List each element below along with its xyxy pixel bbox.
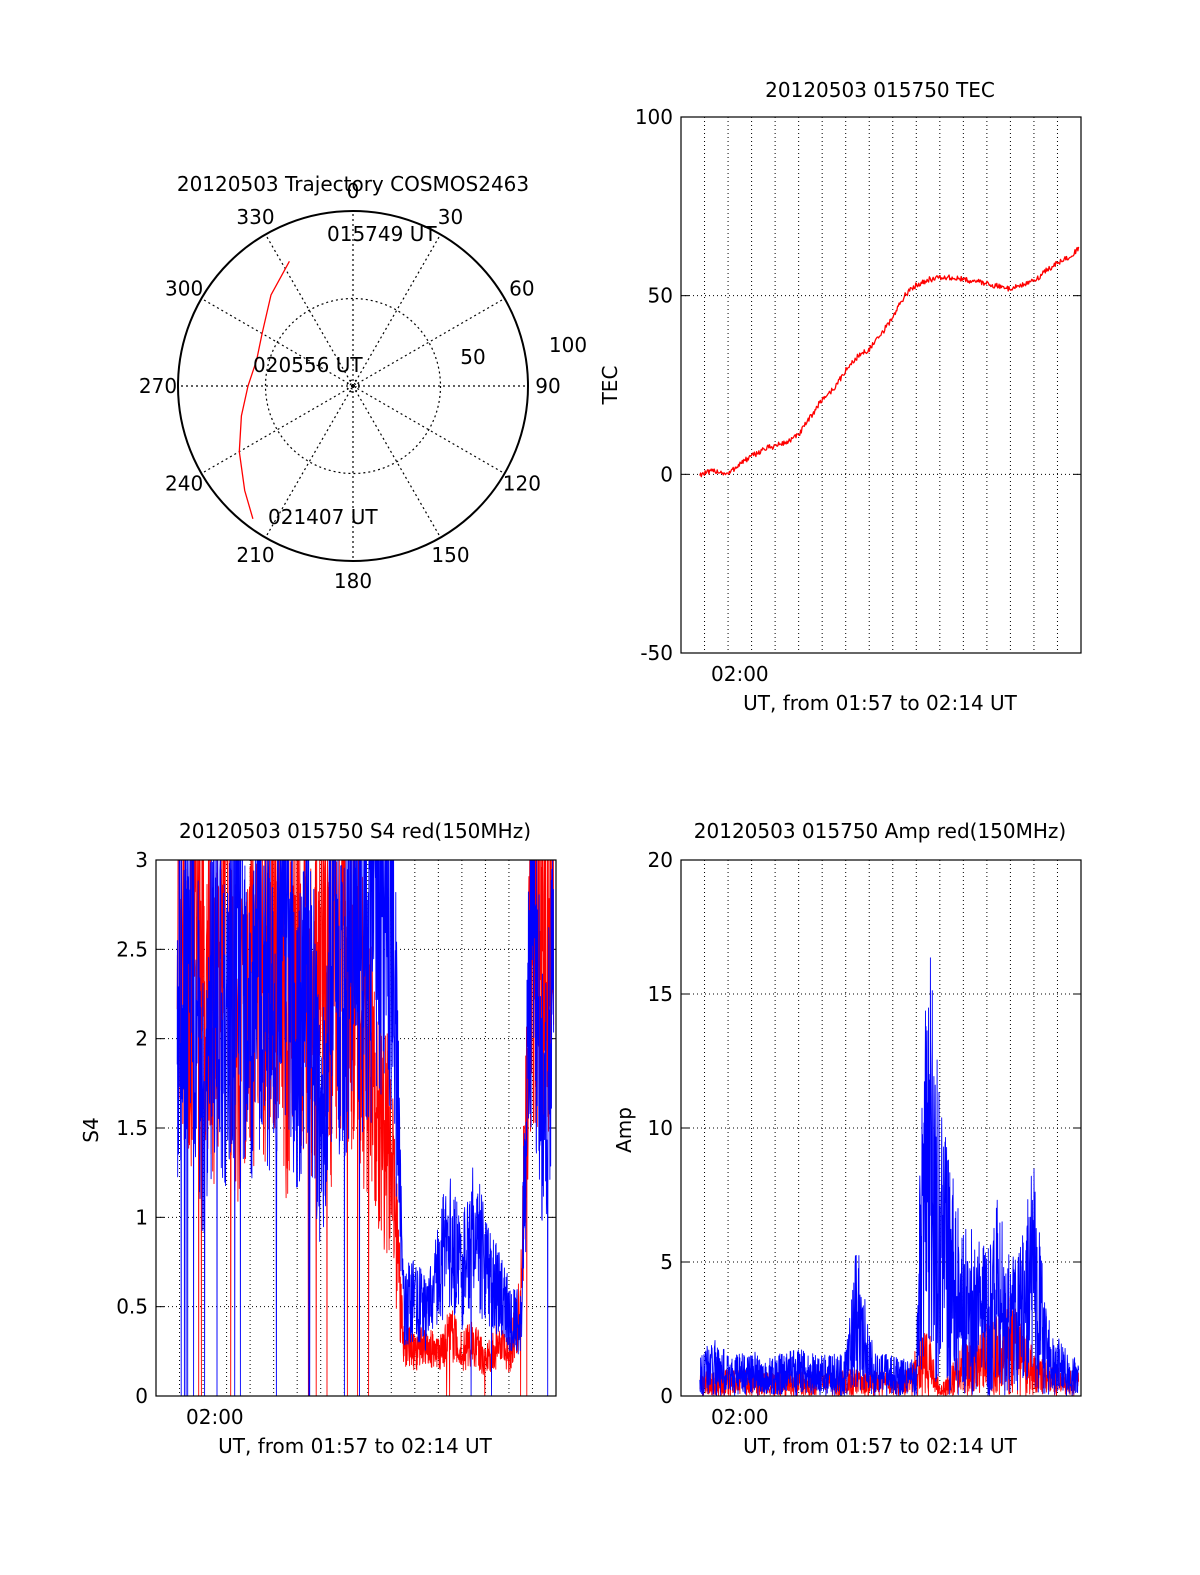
polar-azimuth-ticks: 0 30 60 90 120 150 180 210 240 270 300 330 [139,179,561,593]
amp-xlabel: UT, from 01:57 to 02:14 UT [743,1434,1018,1458]
azimuth-tick-label: 60 [509,277,534,301]
ytick-label: 20 [648,848,673,872]
series-group [699,957,1080,1397]
tec-xlabel: UT, from 01:57 to 02:14 UT [743,691,1018,715]
series-line [699,957,1080,1397]
amp-title: 20120503 015750 Amp red(150MHz) [694,819,1066,843]
ytick-label: 0.5 [116,1295,148,1319]
plot-frame [155,859,557,1397]
ytick-label: 50 [648,284,673,308]
polar-grid [177,210,529,562]
ytick-label: 5 [660,1250,673,1274]
azimuth-tick-label: 180 [334,569,372,593]
polar-spoke [352,297,505,387]
trajectory-end-label: 021407 UT [268,505,378,529]
polar-trajectory-chart: 20120503 Trajectory COSMOS2463 0 30 60 90 12… [139,172,587,593]
radial-tick-label: 50 [460,345,485,369]
ytick-label: -50 [640,641,673,665]
xtick-label: 02:00 [186,1405,244,1429]
trajectory-start-label: 015749 UT [327,222,437,246]
xtick-label: 02:00 [711,662,769,686]
azimuth-tick-label: 120 [503,472,541,496]
plot-frame [680,859,1082,1397]
polar-grid-circle [264,297,442,475]
grid: -50 0 50 100 02:00 [635,105,1081,686]
polar-spoke [201,385,354,475]
azimuth-tick-label: 300 [165,277,203,301]
trajectory-mid-label: 020556 UT [253,353,363,377]
polar-grid-circle [349,382,357,390]
ytick-label: 0 [660,1384,673,1408]
polar-radial-ticks: 50 100 [460,333,587,369]
azimuth-tick-label: 270 [139,374,177,398]
polar-spoke [352,385,505,475]
azimuth-tick-label: 0 [347,179,360,203]
series-line [176,859,555,1397]
ytick-label: 2.5 [116,937,148,961]
amp-chart: 20120503 015750 Amp red(150MHz) UT, from… [612,819,1082,1458]
polar-spoke [264,385,354,538]
polar-trajectory [238,260,290,519]
ytick-label: 3 [135,848,148,872]
polar-spoke [201,297,354,387]
trajectory-line [238,260,290,519]
tec-chart: 20120503 015750 TEC UT, from 01:57 to 02… [598,78,1082,715]
polar-spoke [264,234,354,387]
series-group [699,246,1080,478]
azimuth-tick-label: 30 [438,205,463,229]
polar-title: 20120503 Trajectory COSMOS2463 [177,172,529,196]
polar-outer-circle [177,210,529,562]
s4-ylabel: S4 [79,1117,103,1142]
ytick-label: 0 [135,1384,148,1408]
azimuth-tick-label: 90 [535,374,560,398]
azimuth-tick-label: 210 [236,543,274,567]
ytick-label: 100 [635,105,673,129]
plot-frame [680,116,1082,654]
azimuth-tick-label: 330 [236,205,274,229]
azimuth-tick-label: 150 [431,543,469,567]
series-group [176,859,555,1397]
ytick-label: 0 [660,462,673,486]
amp-ylabel: Amp [612,1107,636,1153]
azimuth-tick-label: 240 [165,472,203,496]
polar-spoke [352,385,442,538]
grid: 0 5 10 15 20 02:00 [648,848,1081,1429]
series-line [699,246,1080,478]
ytick-label: 15 [648,982,673,1006]
s4-title: 20120503 015750 S4 red(150MHz) [179,819,531,843]
s4-chart: 20120503 015750 S4 red(150MHz) UT, from … [79,819,557,1458]
ytick-label: 10 [648,1116,673,1140]
tec-title: 20120503 015750 TEC [765,78,995,102]
tec-ylabel: TEC [598,366,622,406]
xtick-label: 02:00 [711,1405,769,1429]
s4-xlabel: UT, from 01:57 to 02:14 UT [218,1434,493,1458]
ytick-label: 2 [135,1027,148,1051]
polar-spoke [352,234,442,387]
radial-tick-label: 100 [549,333,587,357]
ytick-label: 1.5 [116,1116,148,1140]
grid: 0 0.5 1 1.5 2 2.5 3 02:00 [116,848,556,1429]
ytick-label: 1 [135,1205,148,1229]
